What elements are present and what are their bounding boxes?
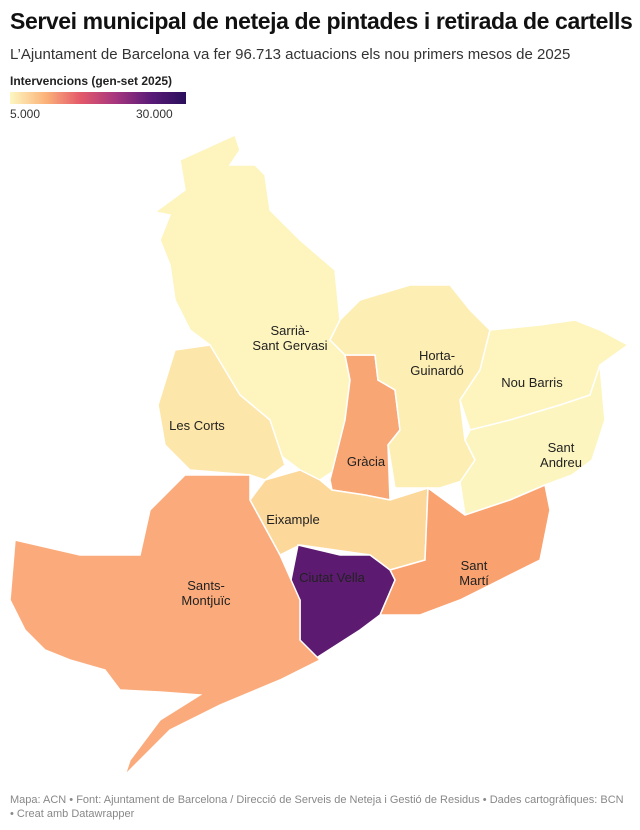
district-label: Nou Barris	[501, 375, 563, 390]
district-sarri-sant-gervasi[interactable]	[153, 133, 351, 481]
legend-min: 5.000	[10, 107, 41, 121]
district-label: Les Corts	[169, 418, 225, 433]
district-sant-andreu[interactable]	[459, 364, 606, 516]
district-label: Sant Gervasi	[252, 338, 327, 353]
legend-max: 30.000	[136, 107, 173, 121]
district-label: Sarrià-	[270, 323, 309, 338]
district-ciutat-vella[interactable]	[289, 544, 396, 664]
district-label: Martí	[459, 573, 489, 588]
district-label: Sants-	[187, 578, 225, 593]
district-label: Sant	[548, 440, 575, 455]
chart-title: Servei municipal de neteja de pintades i…	[10, 8, 633, 34]
legend-title: Intervencions (gen-set 2025)	[10, 74, 173, 88]
district-label: Sant	[461, 558, 488, 573]
district-label: Eixample	[266, 512, 319, 527]
district-label: Montjuïc	[181, 593, 231, 608]
chart-subtitle: L’Ajuntament de Barcelona va fer 96.713 …	[10, 46, 571, 63]
district-eixample[interactable]	[249, 469, 429, 571]
district-label: Gràcia	[347, 454, 386, 469]
footer-notes: Mapa: ACN • Font: Ajuntament de Barcelon…	[10, 794, 624, 820]
district-label: Ciutat Vella	[299, 570, 366, 585]
district-sants-montju-c[interactable]	[9, 474, 322, 776]
district-label: Guinardó	[410, 363, 463, 378]
district-label: Horta-	[419, 348, 455, 363]
district-label: Andreu	[540, 455, 582, 470]
legend-color-bar	[10, 92, 186, 104]
